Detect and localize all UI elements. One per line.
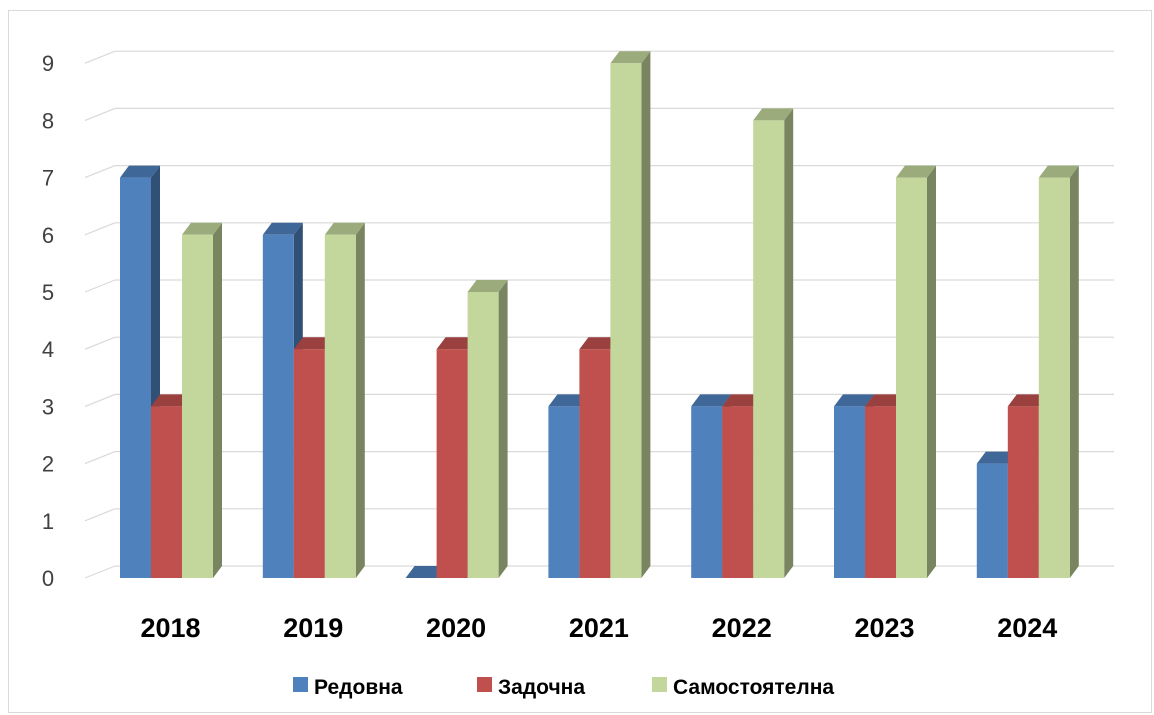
bars bbox=[120, 51, 1079, 579]
bar-side bbox=[355, 222, 365, 579]
legend-item: Задочна bbox=[477, 676, 585, 699]
gridline-depth bbox=[84, 393, 116, 407]
bar-top bbox=[610, 51, 651, 64]
bar-top bbox=[691, 394, 732, 407]
bar-front bbox=[182, 234, 213, 579]
x-axis-categories: 2018 2019 2020 2021 2022 2023 2024 bbox=[140, 613, 1057, 643]
bar bbox=[1038, 165, 1079, 578]
bar-front bbox=[722, 406, 754, 578]
bar-side bbox=[1069, 165, 1079, 578]
y-tick-label: 5 bbox=[42, 280, 54, 305]
bar-top bbox=[405, 566, 446, 578]
y-tick-label: 1 bbox=[42, 509, 54, 534]
bar-top bbox=[467, 280, 508, 292]
x-category-label: 2023 bbox=[854, 613, 914, 643]
y-axis-ticks: 0 1 2 3 4 5 6 7 8 9 bbox=[42, 51, 54, 591]
bar-front bbox=[1038, 177, 1070, 578]
y-tick-label: 9 bbox=[42, 51, 54, 76]
legend-label: Самостоятелна bbox=[673, 676, 834, 699]
y-tick-label: 7 bbox=[42, 166, 54, 191]
bar bbox=[405, 566, 446, 578]
legend-item: Редовна bbox=[293, 676, 403, 699]
bar-front bbox=[151, 406, 182, 578]
gridline-depth bbox=[84, 451, 116, 465]
x-category-label: 2021 bbox=[569, 613, 629, 643]
x-category-label: 2018 bbox=[140, 613, 200, 643]
bar-front bbox=[896, 177, 927, 578]
y-tick-label: 0 bbox=[42, 566, 54, 591]
y-tick-label: 8 bbox=[42, 108, 54, 133]
bar-front bbox=[120, 177, 151, 578]
bar bbox=[120, 165, 160, 578]
bar-front bbox=[436, 349, 468, 578]
bar-front bbox=[753, 120, 785, 579]
x-category-label: 2019 bbox=[283, 613, 343, 643]
bar-top bbox=[896, 165, 936, 178]
legend: Редовна Задочна Самостоятелна bbox=[293, 676, 834, 699]
bar-front bbox=[976, 463, 1008, 578]
legend-swatch bbox=[652, 677, 667, 692]
y-tick-label: 6 bbox=[42, 223, 54, 248]
bar-top bbox=[120, 165, 160, 178]
bar bbox=[753, 108, 794, 579]
bar-top bbox=[865, 394, 905, 407]
gridline-depth bbox=[84, 50, 116, 64]
bar-top bbox=[151, 394, 191, 407]
bar-front bbox=[324, 234, 356, 579]
bar-top bbox=[976, 451, 1017, 464]
bar-front bbox=[691, 406, 723, 578]
x-category-label: 2020 bbox=[426, 613, 486, 643]
legend-item: Самостоятелна bbox=[652, 676, 834, 699]
bar-top bbox=[436, 337, 477, 350]
bar bbox=[896, 165, 936, 578]
bar-side bbox=[927, 165, 936, 578]
gridline-depth bbox=[84, 165, 116, 179]
bar-front bbox=[467, 292, 499, 578]
bar-side bbox=[498, 280, 508, 578]
bar-front bbox=[1007, 406, 1039, 578]
bar-front bbox=[610, 63, 642, 578]
bar-side bbox=[784, 108, 794, 579]
bar-front bbox=[865, 406, 896, 578]
gridline-depth bbox=[84, 222, 116, 236]
bar bbox=[610, 51, 651, 578]
bar-top bbox=[753, 108, 794, 121]
bar bbox=[324, 222, 365, 579]
bar-front bbox=[262, 234, 294, 579]
bar-top bbox=[1038, 165, 1079, 178]
legend-swatch bbox=[293, 677, 308, 692]
gridline-depth bbox=[84, 565, 116, 579]
bar-top bbox=[262, 222, 303, 235]
bar-top bbox=[293, 337, 334, 350]
bar-top bbox=[579, 337, 620, 350]
bar-side bbox=[213, 222, 222, 579]
bar-top bbox=[1007, 394, 1048, 407]
legend-label: Редовна bbox=[314, 676, 403, 699]
gridline-depth bbox=[84, 336, 116, 350]
bar-side bbox=[641, 51, 651, 578]
bar-front bbox=[293, 349, 325, 578]
y-tick-label: 2 bbox=[42, 452, 54, 477]
x-category-label: 2022 bbox=[712, 613, 772, 643]
legend-swatch bbox=[477, 677, 492, 692]
gridline-depth bbox=[84, 508, 116, 522]
bar-front bbox=[579, 349, 611, 578]
bar-top bbox=[548, 394, 589, 407]
bar-top bbox=[834, 394, 874, 407]
gridline-depth bbox=[84, 279, 116, 293]
y-tick-label: 4 bbox=[42, 337, 54, 362]
x-category-label: 2024 bbox=[997, 613, 1057, 643]
bar-front bbox=[548, 406, 580, 578]
bar bbox=[182, 222, 222, 579]
bar bbox=[467, 280, 508, 578]
bar-front bbox=[834, 406, 865, 578]
bar-top bbox=[324, 222, 365, 235]
bar-top bbox=[182, 222, 222, 235]
bar-top bbox=[722, 394, 763, 407]
y-tick-label: 3 bbox=[42, 394, 54, 419]
legend-label: Задочна bbox=[498, 676, 585, 699]
gridline-depth bbox=[84, 107, 116, 121]
